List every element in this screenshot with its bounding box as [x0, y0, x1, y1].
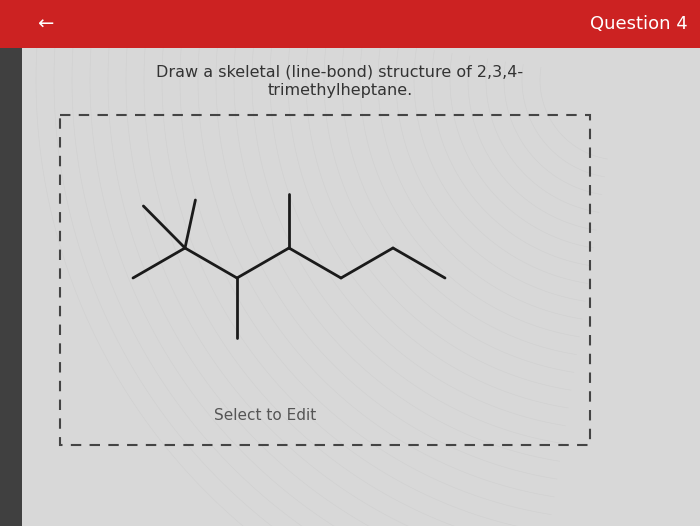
Bar	[0, 0, 22, 526]
Text: ←: ←	[37, 15, 53, 34]
Bar	[60, 115, 590, 445]
Text: trimethylheptane.: trimethylheptane.	[267, 83, 412, 97]
Text: Select to Edit: Select to Edit	[214, 408, 316, 422]
Text: Draw a skeletal (line-bond) structure of 2,3,4-: Draw a skeletal (line-bond) structure of…	[156, 65, 524, 79]
Bar	[0, 0, 700, 48]
Text: Question 4: Question 4	[590, 15, 688, 33]
